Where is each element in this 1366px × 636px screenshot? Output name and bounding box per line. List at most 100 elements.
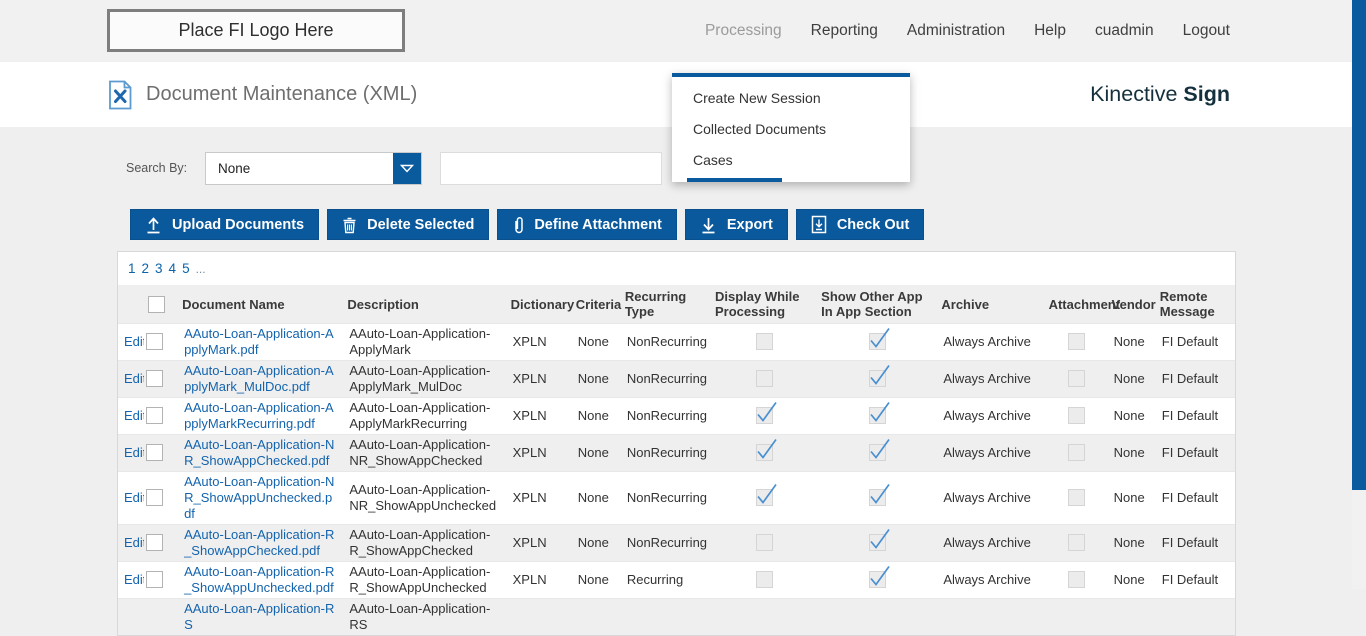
recurring-cell: NonRecurring	[626, 370, 708, 386]
check-out-button[interactable]: Check Out	[795, 209, 925, 240]
document-name-link[interactable]: AAuto-Loan-Application-R_ShowAppUnchecke…	[184, 563, 335, 595]
row-checkbox[interactable]	[146, 370, 164, 388]
remote-message-cell: FI Default	[1161, 489, 1219, 505]
menu-item-cases[interactable]: Cases	[693, 152, 733, 168]
nav-item-help[interactable]: Help	[1034, 22, 1066, 39]
menu-active-indicator	[687, 178, 782, 182]
row-checkbox[interactable]	[146, 534, 164, 552]
row-checkbox[interactable]	[146, 489, 164, 507]
archive-cell: Always Archive	[943, 489, 1031, 505]
search-by-select[interactable]: None	[205, 152, 422, 185]
row-checkbox[interactable]	[146, 571, 164, 589]
nav-item-logout[interactable]: Logout	[1182, 22, 1230, 39]
nav-item-administration[interactable]: Administration	[906, 22, 1006, 39]
select-cell	[144, 323, 178, 360]
criteria-cell: None	[577, 444, 609, 460]
document-name-link[interactable]: AAuto-Loan-Application-ApplyMark_MulDoc.…	[184, 362, 334, 394]
search-input[interactable]	[440, 152, 662, 185]
col-header-criteria: Criteria	[575, 296, 622, 312]
document-name-link[interactable]: AAuto-Loan-Application-ApplyMarkRecurrin…	[184, 399, 334, 431]
description-cell: AAuto-Loan-Application-NR_ShowAppUncheck…	[349, 481, 497, 513]
show-other-app-cell	[817, 598, 937, 635]
document-name-link[interactable]: AAuto-Loan-Application-ApplyMark.pdf	[184, 325, 334, 357]
display-while-processing-cell	[711, 397, 817, 434]
page-link-1[interactable]: 1	[128, 261, 136, 276]
document-name-link[interactable]: AAuto-Loan-Application-NR_ShowAppChecked…	[184, 436, 335, 468]
page-link-4[interactable]: 4	[168, 261, 177, 276]
attachment-cell	[1045, 397, 1108, 434]
vertical-scrollbar[interactable]	[1352, 0, 1366, 589]
attachment-cell	[1045, 598, 1108, 635]
table-row: Edit AAuto-Loan-Application-ApplyMark.pdf…	[118, 323, 1235, 360]
scrollbar-thumb[interactable]	[1352, 0, 1366, 490]
remote-message-cell: FI Default	[1161, 444, 1219, 460]
attachment-checkbox	[1067, 407, 1085, 425]
document-name-cell: AAuto-Loan-Application-NR_ShowAppChecked…	[178, 434, 343, 471]
recurring-cell: NonRecurring	[626, 407, 708, 423]
display-while-processing-cell	[711, 360, 817, 397]
menu-item-collected-documents[interactable]: Collected Documents	[693, 121, 827, 137]
col-header-archive: Archive	[941, 296, 990, 312]
nav-item-processing[interactable]: Processing	[704, 22, 782, 39]
page-ellipsis[interactable]: ...	[195, 261, 206, 276]
col-header-attachment: Attachment	[1048, 296, 1121, 312]
row-checkbox[interactable]	[146, 444, 164, 462]
documents-table: Document Name Description Dictionary Criter…	[118, 286, 1235, 635]
content-area: Search By: None Upload Documents Delete S…	[0, 127, 1366, 636]
display-while-processing-cell	[711, 323, 817, 360]
row-checkbox[interactable]	[146, 407, 164, 425]
document-name-link[interactable]: AAuto-Loan-Application-NR_ShowAppUncheck…	[184, 473, 335, 521]
archive-cell: Always Archive	[943, 444, 1031, 460]
edit-link[interactable]: Edit	[124, 534, 144, 550]
recurring-cell: NonRecurring	[626, 534, 708, 550]
search-by-selected-value: None	[218, 161, 251, 176]
archive-cell: Always Archive	[943, 370, 1031, 386]
dictionary-cell: XPLN	[512, 407, 547, 423]
nav-item-cuadmin[interactable]: cuadmin	[1094, 22, 1154, 39]
dictionary-cell: XPLN	[512, 333, 547, 349]
document-name-link[interactable]: AAuto-Loan-Application-RS	[184, 600, 335, 632]
brand-logo: Kinective Sign	[1090, 62, 1230, 127]
edit-link[interactable]: Edit	[124, 407, 144, 423]
remote-message-cell: FI Default	[1161, 370, 1219, 386]
table-row: Edit AAuto-Loan-Application-NR_ShowAppChe…	[118, 434, 1235, 471]
paperclip-icon	[512, 215, 524, 235]
toolbar: Upload Documents Delete Selected Define At…	[130, 209, 925, 240]
upload-documents-button[interactable]: Upload Documents	[130, 209, 320, 240]
menu-item-create-new-session[interactable]: Create New Session	[693, 90, 821, 106]
attachment-cell	[1045, 323, 1108, 360]
archive-cell: Always Archive	[943, 407, 1031, 423]
edit-link[interactable]: Edit	[124, 370, 144, 386]
delete-selected-button[interactable]: Delete Selected	[327, 209, 490, 240]
page-link-2[interactable]: 2	[141, 261, 150, 276]
display-while-processing-checkbox	[755, 571, 773, 589]
display-while-processing-checkbox	[755, 333, 773, 351]
export-button[interactable]: Export	[684, 209, 788, 240]
nav-item-reporting[interactable]: Reporting	[810, 22, 878, 39]
processing-menu: Create New Session Collected Documents Cas…	[672, 73, 910, 182]
table-row: AAuto-Loan-Application-RS AAuto-Loan-Appl…	[118, 598, 1235, 635]
edit-link[interactable]: Edit	[124, 489, 144, 505]
remote-message-cell: FI Default	[1161, 571, 1219, 587]
document-name-link[interactable]: AAuto-Loan-Application-R_ShowAppChecked.…	[184, 526, 335, 558]
page-link-3[interactable]: 3	[155, 261, 163, 276]
edit-link[interactable]: Edit	[124, 444, 144, 460]
vendor-cell: None	[1113, 370, 1145, 386]
display-while-processing-cell	[711, 561, 817, 598]
page-link-5[interactable]: 5	[182, 261, 190, 276]
attachment-checkbox	[1067, 489, 1085, 507]
document-name-cell: AAuto-Loan-Application-NR_ShowAppUncheck…	[178, 471, 343, 524]
chevron-down-icon[interactable]	[393, 153, 421, 184]
select-cell	[144, 397, 178, 434]
display-while-processing-cell	[711, 434, 817, 471]
document-name-cell: AAuto-Loan-Application-ApplyMarkRecurrin…	[178, 397, 343, 434]
select-all-checkbox[interactable]	[148, 295, 166, 313]
row-checkbox[interactable]	[146, 333, 164, 351]
edit-cell: Edit	[118, 471, 144, 524]
pagination: 1 2 3 4 5...	[118, 252, 1235, 286]
button-label: Check Out	[836, 216, 910, 233]
define-attachment-button[interactable]: Define Attachment	[497, 209, 677, 240]
description-cell: AAuto-Loan-Application-NR_ShowAppChecked	[349, 436, 491, 468]
edit-link[interactable]: Edit	[124, 333, 144, 349]
edit-link[interactable]: Edit	[124, 571, 144, 587]
